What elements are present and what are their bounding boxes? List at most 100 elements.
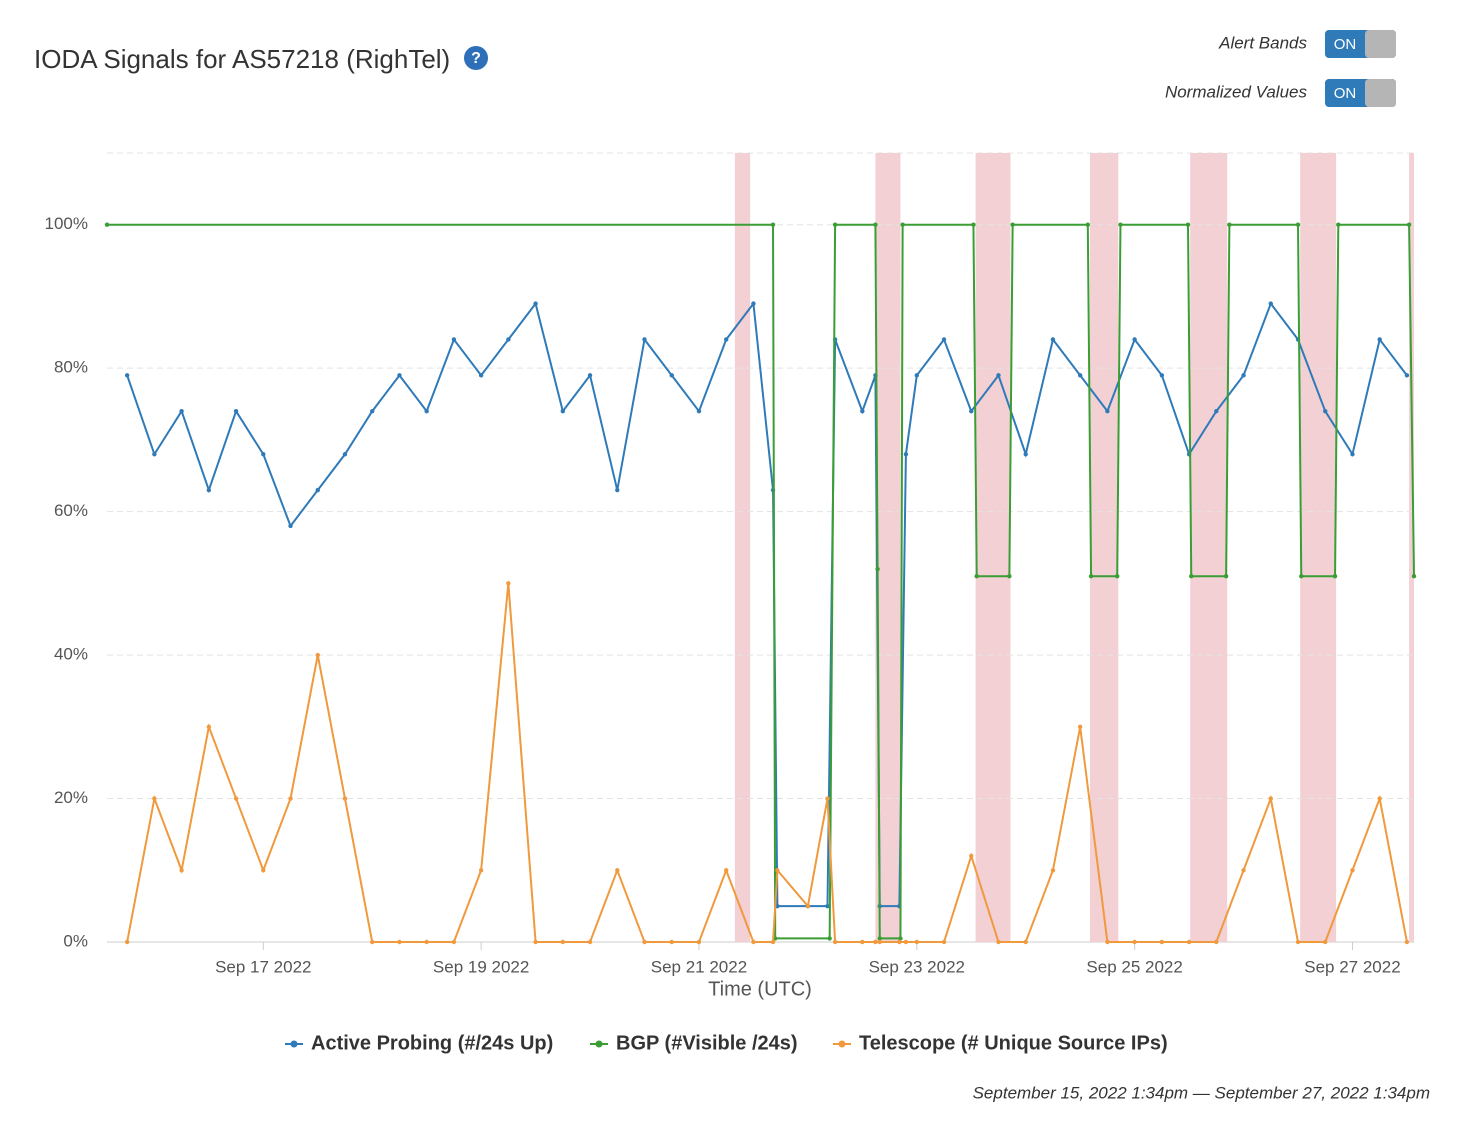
help-icon[interactable] xyxy=(464,46,488,70)
series-point xyxy=(775,903,780,909)
series-point xyxy=(1023,939,1028,945)
series-point xyxy=(533,301,538,306)
series-point xyxy=(424,939,429,945)
series-point xyxy=(873,222,878,227)
series-point xyxy=(1159,939,1165,945)
series-point xyxy=(560,409,566,414)
series-point xyxy=(825,796,830,801)
series-point xyxy=(941,939,947,945)
y-tick-label: 40% xyxy=(54,645,88,664)
series-point xyxy=(342,452,348,457)
series-point xyxy=(1404,939,1410,945)
series-point xyxy=(261,868,266,873)
series-point xyxy=(587,939,593,945)
toggle-state: ON xyxy=(1334,36,1357,53)
alert-band xyxy=(1409,153,1414,942)
series-point xyxy=(751,939,756,945)
series-point xyxy=(1088,573,1094,579)
series-point xyxy=(900,222,905,227)
series-point xyxy=(1010,222,1015,227)
series-point xyxy=(1295,939,1301,945)
alert-band xyxy=(1190,153,1228,942)
series-point xyxy=(996,373,1001,378)
series-point xyxy=(996,939,1001,945)
series-point xyxy=(451,939,457,945)
series-point xyxy=(206,724,212,730)
series-point xyxy=(1023,452,1028,457)
series-point xyxy=(825,903,830,909)
help-icon-glyph: ? xyxy=(471,50,481,67)
series-point xyxy=(124,939,130,945)
series-point xyxy=(875,566,880,572)
series-point xyxy=(1377,796,1382,801)
series-point xyxy=(615,868,620,873)
series-line xyxy=(107,223,1415,940)
series-point xyxy=(397,373,402,378)
alert-band xyxy=(1300,153,1337,942)
series-point xyxy=(1185,222,1191,227)
toggle-knob xyxy=(1365,79,1396,107)
series-point xyxy=(903,939,909,945)
series-point xyxy=(723,868,729,873)
series-point xyxy=(179,868,184,873)
series-point xyxy=(770,222,776,227)
legend-label[interactable]: BGP (#Visible /24s) xyxy=(616,1032,798,1054)
legend-label[interactable]: Telescope (# Unique Source IPs) xyxy=(859,1032,1168,1054)
series-point xyxy=(1105,939,1110,945)
series-point xyxy=(1007,573,1012,579)
toggle-state: ON xyxy=(1334,85,1357,102)
series-point xyxy=(1299,573,1304,579)
series-point xyxy=(873,939,878,945)
series-point xyxy=(424,409,429,414)
series-point xyxy=(587,373,593,378)
series-point xyxy=(315,487,320,493)
series-point xyxy=(533,939,538,945)
series-point xyxy=(124,373,130,378)
series-point xyxy=(971,222,976,227)
series-point xyxy=(152,452,157,457)
series-point xyxy=(370,409,375,414)
series-point xyxy=(1214,939,1219,945)
series-point xyxy=(1268,301,1273,306)
alert-band xyxy=(1089,153,1119,942)
chart-title: IODA Signals for AS57218 (RighTel) xyxy=(34,44,450,74)
series-point xyxy=(751,301,756,306)
series-point xyxy=(696,939,702,945)
series-point xyxy=(1350,452,1355,457)
series-point xyxy=(1323,939,1328,945)
series-point xyxy=(877,939,882,945)
series-point xyxy=(1189,573,1194,579)
series-point xyxy=(1050,868,1056,873)
series-point xyxy=(1404,373,1410,378)
series-point xyxy=(877,936,882,941)
series-point xyxy=(969,409,974,414)
series-point xyxy=(615,487,620,493)
series-point xyxy=(506,581,511,586)
series-point xyxy=(1105,409,1110,414)
series-point xyxy=(1241,868,1246,873)
x-tick-label: Sep 19 2022 xyxy=(433,957,529,976)
alert-band xyxy=(734,153,751,942)
series-point xyxy=(1295,222,1301,227)
x-axis-label: Time (UTC) xyxy=(708,978,812,1000)
x-tick-label: Sep 21 2022 xyxy=(651,957,747,976)
series-point xyxy=(261,452,266,457)
series-point xyxy=(1132,337,1137,342)
x-tick-label: Sep 23 2022 xyxy=(869,957,965,976)
toggle-knob xyxy=(1365,30,1396,58)
series-point xyxy=(1268,796,1273,801)
toggle-label: Normalized Values xyxy=(1165,82,1308,101)
series-point xyxy=(897,939,902,945)
series-point xyxy=(560,939,566,945)
series-point xyxy=(179,409,184,414)
series-point xyxy=(860,939,865,945)
series-point xyxy=(832,222,838,227)
legend-dot xyxy=(290,1040,298,1048)
y-tick-label: 100% xyxy=(45,214,88,233)
series-point xyxy=(1077,373,1083,378)
legend-label[interactable]: Active Probing (#/24s Up) xyxy=(311,1032,553,1054)
alert-band xyxy=(975,153,1011,942)
series-point xyxy=(969,853,974,859)
series-point xyxy=(914,939,919,945)
series-point xyxy=(370,939,375,945)
